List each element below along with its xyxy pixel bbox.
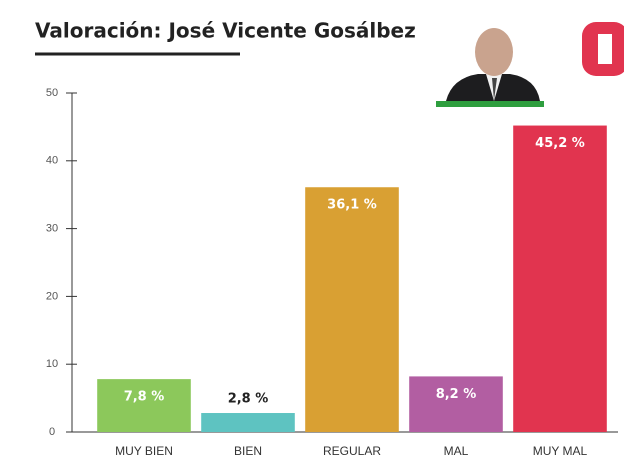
y-tick-label: 50 <box>46 87 58 99</box>
bar <box>201 413 295 432</box>
y-tick-label: 0 <box>49 426 55 438</box>
bar <box>409 376 503 432</box>
x-tick-label: MUY MAL <box>533 444 588 458</box>
y-tick-label: 20 <box>46 290 58 302</box>
x-tick-label: BIEN <box>234 444 262 458</box>
logo <box>582 22 624 76</box>
portrait <box>436 28 544 107</box>
chart-title: Valoración: José Vicente Gosálbez <box>35 19 416 43</box>
bar <box>305 187 399 432</box>
value-label: 2,8 % <box>228 392 269 407</box>
x-tick-label: MAL <box>444 444 469 458</box>
value-label: 45,2 % <box>535 136 585 151</box>
y-tick-label: 40 <box>46 155 58 167</box>
x-tick-label: MUY BIEN <box>115 444 173 458</box>
value-label: 36,1 % <box>327 198 377 213</box>
logo-mark <box>582 22 624 76</box>
portrait-tie <box>492 78 497 100</box>
portrait-head <box>475 28 513 76</box>
bar <box>97 379 191 432</box>
y-tick-label: 10 <box>46 358 58 370</box>
value-label: 8,2 % <box>436 387 477 402</box>
x-tick-label: REGULAR <box>323 444 381 458</box>
value-label: 7,8 % <box>124 390 165 405</box>
portrait-base <box>436 101 544 107</box>
y-tick-label: 30 <box>46 223 58 235</box>
bar <box>513 125 607 432</box>
